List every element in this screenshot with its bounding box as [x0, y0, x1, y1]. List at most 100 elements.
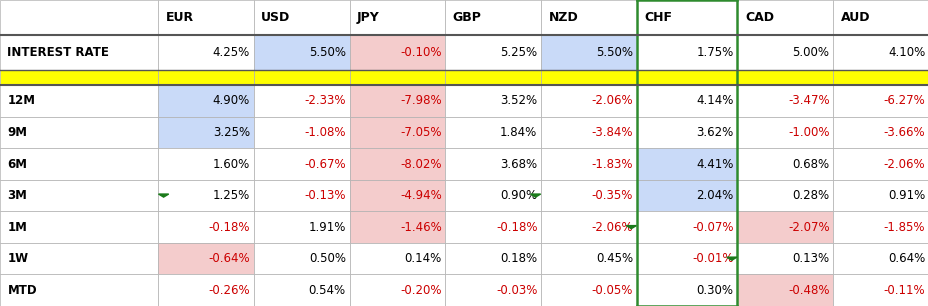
- Bar: [540, 117, 637, 148]
- Text: CAD: CAD: [744, 11, 773, 24]
- Text: 2.04%: 2.04%: [696, 189, 733, 202]
- Bar: [832, 85, 928, 117]
- Bar: [445, 148, 540, 180]
- Bar: [253, 35, 349, 70]
- Bar: [253, 85, 349, 117]
- Bar: [253, 274, 349, 306]
- Text: 4.41%: 4.41%: [696, 158, 733, 170]
- Text: 4.14%: 4.14%: [696, 95, 733, 107]
- Bar: [540, 180, 637, 211]
- Text: 0.54%: 0.54%: [308, 284, 345, 297]
- Bar: [349, 180, 445, 211]
- Text: -0.13%: -0.13%: [304, 189, 345, 202]
- Bar: [0, 85, 158, 117]
- Text: 3.68%: 3.68%: [500, 158, 536, 170]
- Bar: [349, 117, 445, 148]
- Bar: [540, 0, 637, 35]
- Text: 5.00%: 5.00%: [792, 46, 829, 59]
- Text: 0.68%: 0.68%: [792, 158, 829, 170]
- Text: 0.45%: 0.45%: [596, 252, 633, 265]
- Text: -2.06%: -2.06%: [883, 158, 924, 170]
- Bar: [253, 70, 349, 85]
- Text: 0.91%: 0.91%: [887, 189, 924, 202]
- Polygon shape: [726, 257, 736, 260]
- Text: -1.00%: -1.00%: [787, 126, 829, 139]
- Bar: [832, 243, 928, 274]
- Text: 3M: 3M: [7, 189, 27, 202]
- Bar: [253, 0, 349, 35]
- Bar: [445, 0, 540, 35]
- Bar: [158, 180, 253, 211]
- Bar: [0, 243, 158, 274]
- Bar: [737, 148, 832, 180]
- Text: 1M: 1M: [7, 221, 27, 233]
- Bar: [737, 70, 832, 85]
- Text: 0.28%: 0.28%: [792, 189, 829, 202]
- Bar: [0, 70, 158, 85]
- Polygon shape: [530, 194, 540, 197]
- Bar: [349, 243, 445, 274]
- Bar: [0, 148, 158, 180]
- Text: -1.83%: -1.83%: [591, 158, 633, 170]
- Text: -1.08%: -1.08%: [304, 126, 345, 139]
- Bar: [737, 180, 832, 211]
- Bar: [637, 211, 737, 243]
- Bar: [253, 211, 349, 243]
- Bar: [349, 211, 445, 243]
- Text: 12M: 12M: [7, 95, 35, 107]
- Text: -0.18%: -0.18%: [496, 221, 536, 233]
- Bar: [158, 274, 253, 306]
- Bar: [737, 274, 832, 306]
- Bar: [540, 35, 637, 70]
- Bar: [0, 180, 158, 211]
- Bar: [0, 211, 158, 243]
- Bar: [158, 85, 253, 117]
- Bar: [445, 117, 540, 148]
- Bar: [637, 35, 737, 70]
- Bar: [445, 274, 540, 306]
- Text: -0.20%: -0.20%: [400, 284, 441, 297]
- Text: -0.10%: -0.10%: [400, 46, 441, 59]
- Bar: [158, 0, 253, 35]
- Polygon shape: [625, 226, 636, 229]
- Bar: [737, 243, 832, 274]
- Text: 4.90%: 4.90%: [213, 95, 250, 107]
- Bar: [540, 85, 637, 117]
- Polygon shape: [159, 194, 169, 197]
- Text: -0.35%: -0.35%: [591, 189, 633, 202]
- Bar: [158, 211, 253, 243]
- Text: 1W: 1W: [7, 252, 29, 265]
- Bar: [349, 85, 445, 117]
- Text: -0.26%: -0.26%: [208, 284, 250, 297]
- Bar: [737, 0, 832, 35]
- Bar: [0, 0, 158, 35]
- Text: 4.25%: 4.25%: [213, 46, 250, 59]
- Text: -1.46%: -1.46%: [399, 221, 441, 233]
- Text: 4.10%: 4.10%: [887, 46, 924, 59]
- Text: -0.11%: -0.11%: [883, 284, 924, 297]
- Text: -0.48%: -0.48%: [787, 284, 829, 297]
- Bar: [832, 211, 928, 243]
- Text: 3.25%: 3.25%: [213, 126, 250, 139]
- Bar: [349, 35, 445, 70]
- Bar: [158, 243, 253, 274]
- Bar: [637, 70, 737, 85]
- Bar: [832, 0, 928, 35]
- Bar: [540, 70, 637, 85]
- Text: 1.84%: 1.84%: [499, 126, 536, 139]
- Text: 6M: 6M: [7, 158, 28, 170]
- Bar: [832, 180, 928, 211]
- Bar: [445, 211, 540, 243]
- Bar: [349, 70, 445, 85]
- Bar: [253, 180, 349, 211]
- Bar: [445, 35, 540, 70]
- Text: -7.05%: -7.05%: [400, 126, 441, 139]
- Bar: [253, 243, 349, 274]
- Text: -0.01%: -0.01%: [691, 252, 733, 265]
- Bar: [832, 70, 928, 85]
- Bar: [0, 117, 158, 148]
- Text: -0.05%: -0.05%: [591, 284, 633, 297]
- Bar: [253, 148, 349, 180]
- Text: -2.33%: -2.33%: [304, 95, 345, 107]
- Text: -2.06%: -2.06%: [591, 221, 633, 233]
